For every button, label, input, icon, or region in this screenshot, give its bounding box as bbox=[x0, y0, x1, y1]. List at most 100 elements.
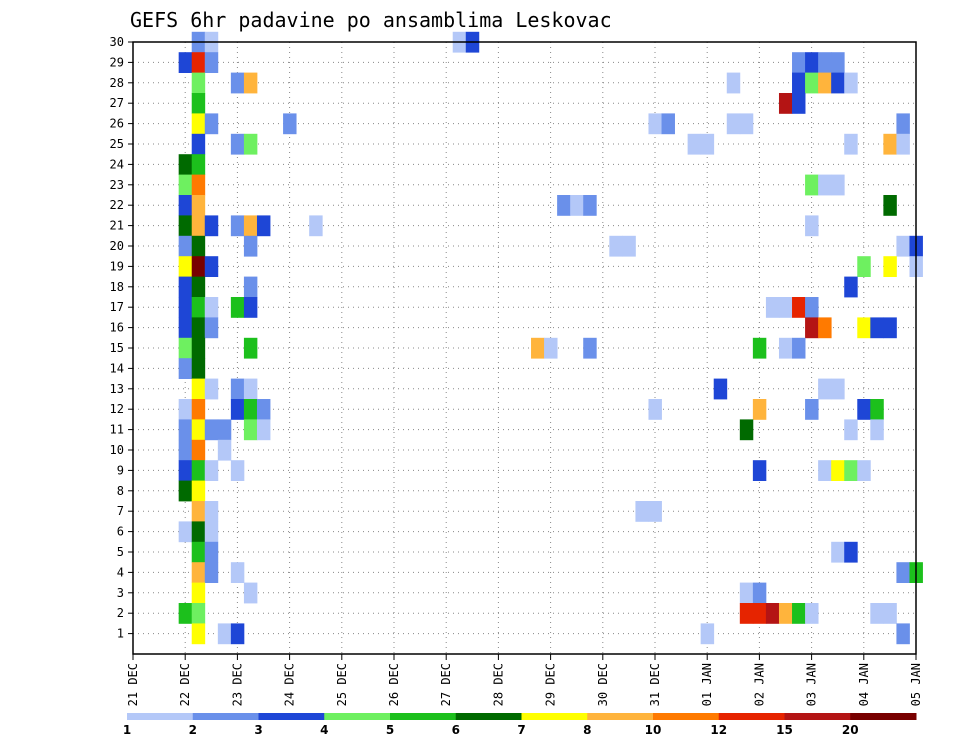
data-cell bbox=[765, 603, 780, 624]
data-cell bbox=[648, 501, 662, 522]
data-cell bbox=[230, 133, 245, 155]
data-cell bbox=[178, 174, 193, 196]
data-cell bbox=[204, 562, 219, 583]
y-tick-label: 2 bbox=[117, 606, 124, 620]
x-tick-label: 03 JAN bbox=[805, 663, 819, 706]
data-cell bbox=[896, 562, 910, 583]
legend-color-box bbox=[718, 713, 785, 720]
legend-level-label: 1 bbox=[123, 723, 131, 737]
data-cell bbox=[243, 399, 258, 420]
data-cell bbox=[178, 235, 193, 257]
y-tick-label: 1 bbox=[117, 627, 124, 641]
data-cell bbox=[178, 195, 193, 216]
data-cell bbox=[896, 113, 910, 135]
data-cell bbox=[204, 297, 219, 318]
data-cell bbox=[217, 623, 232, 645]
x-tick-label: 30 DEC bbox=[596, 663, 610, 706]
legend-level-label: 10 bbox=[645, 723, 662, 737]
data-cell bbox=[191, 113, 206, 135]
data-cell bbox=[204, 113, 219, 135]
x-tick-label: 26 DEC bbox=[387, 663, 401, 706]
data-cell bbox=[805, 603, 819, 624]
data-cell bbox=[648, 399, 662, 420]
data-cell bbox=[178, 399, 193, 420]
legend-level-label: 12 bbox=[710, 723, 727, 737]
data-cell bbox=[831, 378, 845, 400]
data-cell bbox=[831, 52, 845, 73]
data-cell bbox=[531, 337, 545, 359]
data-cell bbox=[870, 419, 884, 441]
data-cell bbox=[818, 378, 832, 400]
data-cell bbox=[778, 337, 793, 359]
data-cell bbox=[191, 541, 206, 563]
data-cell bbox=[648, 113, 662, 135]
data-cell bbox=[204, 378, 219, 400]
data-cell bbox=[191, 378, 206, 400]
x-tick-label: 29 DEC bbox=[544, 663, 558, 706]
legend-color-box bbox=[850, 713, 917, 720]
data-cell bbox=[178, 460, 193, 481]
y-tick-label: 9 bbox=[117, 463, 124, 477]
y-tick-label: 15 bbox=[110, 341, 124, 355]
data-cell bbox=[230, 623, 245, 645]
data-cell bbox=[883, 195, 897, 216]
data-cell bbox=[230, 378, 245, 400]
data-cell bbox=[256, 419, 271, 441]
legend-color-box bbox=[653, 713, 720, 720]
data-cell bbox=[204, 521, 219, 543]
legend-level-label: 15 bbox=[776, 723, 793, 737]
data-cell bbox=[870, 603, 884, 624]
data-cell bbox=[204, 460, 219, 481]
data-cell bbox=[191, 235, 206, 257]
data-cell bbox=[557, 195, 571, 216]
data-cell bbox=[739, 603, 754, 624]
data-cell bbox=[661, 113, 675, 135]
data-cell bbox=[243, 72, 258, 94]
data-cell bbox=[243, 378, 258, 400]
data-cells bbox=[178, 31, 923, 645]
data-cell bbox=[883, 603, 897, 624]
data-cell bbox=[178, 358, 193, 379]
data-cell bbox=[726, 72, 741, 94]
x-tick-label: 27 DEC bbox=[439, 663, 453, 706]
y-tick-label: 21 bbox=[110, 219, 124, 233]
data-cell bbox=[191, 582, 206, 604]
data-cell bbox=[805, 215, 819, 237]
data-cell bbox=[178, 439, 193, 461]
data-cell bbox=[700, 623, 715, 645]
data-cell bbox=[191, 93, 206, 114]
legend-color-box bbox=[127, 713, 194, 720]
y-tick-label: 12 bbox=[110, 402, 124, 416]
y-tick-label: 4 bbox=[117, 565, 124, 579]
data-cell bbox=[857, 399, 871, 420]
data-cell bbox=[178, 521, 193, 543]
data-cell bbox=[583, 195, 597, 216]
data-cell bbox=[844, 460, 858, 481]
data-cell bbox=[792, 72, 806, 94]
data-cell bbox=[204, 541, 219, 563]
y-tick-label: 3 bbox=[117, 586, 124, 600]
x-tick-label: 22 DEC bbox=[178, 663, 192, 706]
data-cell bbox=[805, 52, 819, 73]
x-tick-label: 25 DEC bbox=[335, 663, 349, 706]
data-cell bbox=[896, 623, 910, 645]
data-cell bbox=[831, 174, 845, 196]
data-cell bbox=[191, 215, 206, 237]
data-cell bbox=[570, 195, 584, 216]
data-cell bbox=[896, 235, 910, 257]
data-cell bbox=[243, 582, 258, 604]
data-cell bbox=[191, 603, 206, 624]
y-tick-label: 5 bbox=[117, 545, 124, 559]
data-cell bbox=[752, 582, 767, 604]
legend-color-box bbox=[784, 713, 851, 720]
data-cell bbox=[870, 399, 884, 420]
y-tick-label: 20 bbox=[110, 239, 124, 253]
data-cell bbox=[778, 297, 793, 318]
y-tick-label: 10 bbox=[110, 443, 124, 457]
legend-color-box bbox=[455, 713, 522, 720]
chart-title: GEFS 6hr padavine po ansamblima Leskovac bbox=[130, 8, 612, 32]
y-tick-label: 25 bbox=[110, 137, 124, 151]
legend-color-box bbox=[587, 713, 654, 720]
data-cell bbox=[191, 337, 206, 359]
legend-level-label: 5 bbox=[386, 723, 394, 737]
